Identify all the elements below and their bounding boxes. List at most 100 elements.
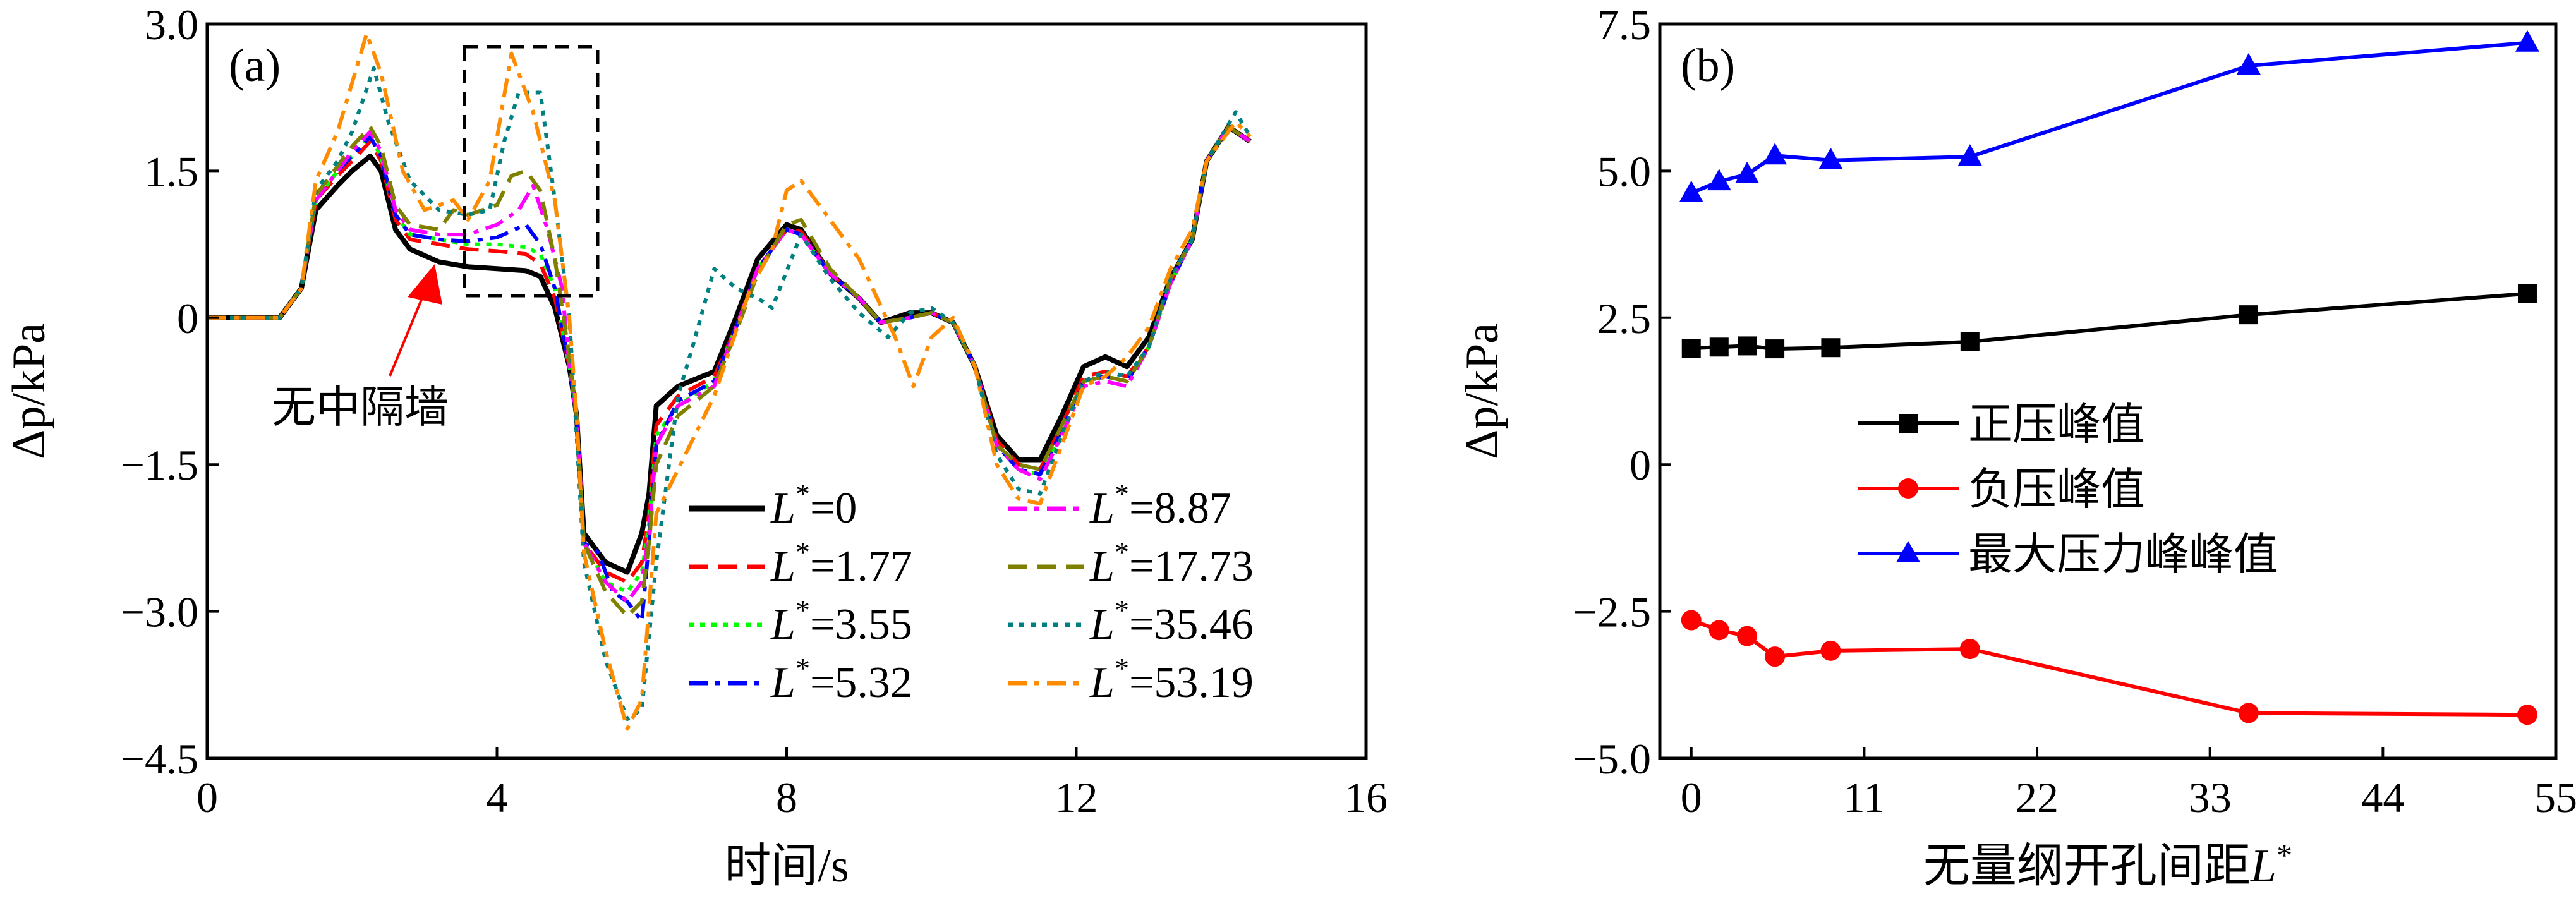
legend-value: =5.32 [810, 658, 912, 707]
y-tick-label: −4.5 [121, 735, 198, 783]
data-point-circle [1820, 640, 1841, 661]
data-point-square [2517, 284, 2537, 303]
data-point-circle [1708, 620, 1729, 641]
legend-sup: * [1115, 536, 1129, 568]
x-tick-label: 0 [1681, 773, 1702, 821]
x-tick-label: 12 [1055, 773, 1098, 821]
legend-sup: * [795, 478, 810, 510]
data-point-square [1709, 337, 1729, 357]
b-ticks: 0 11 22 33 44 55 −5.0 −2.5 0 2.5 5.0 7.5 [1573, 1, 2576, 821]
legend-label: 最大压力峰峰值 [1968, 531, 2278, 579]
series-line-8-87 [207, 124, 1252, 604]
y-tick-label: 1.5 [145, 147, 198, 195]
b-ylabel: Δp/kPa [1456, 323, 1508, 459]
legend-sup: * [795, 652, 810, 684]
panel-a: 0 4 8 12 16 −4.5 −3.0 −1.5 0 1.5 3.0 (a) 时间/s Δp/k… [3, 1, 1388, 892]
legend-label: L*=53.19 [1089, 652, 1254, 707]
b-xlabel-var: L [2250, 840, 2277, 892]
x-tick-label: 8 [776, 773, 797, 821]
legend-value: =3.55 [810, 600, 912, 649]
data-point-triangle [1957, 144, 1982, 166]
legend-value: =35.46 [1129, 600, 1254, 649]
legend-label: L*=35.46 [1089, 594, 1254, 649]
b-panel-label: (b) [1681, 40, 1735, 92]
legend-value: =0 [810, 484, 857, 533]
a-panel-label: (a) [229, 40, 281, 92]
legend-var: L [770, 658, 795, 707]
data-point-circle [1898, 478, 1918, 499]
legend-value: =17.73 [1129, 542, 1254, 591]
data-point-triangle [2515, 30, 2539, 52]
legend-sup: * [795, 594, 810, 626]
data-point-triangle [1707, 169, 1731, 191]
legend-value: =53.19 [1129, 658, 1254, 707]
a-xlabel: 时间/s [724, 840, 849, 892]
x-tick-label: 16 [1345, 773, 1388, 821]
a-series-group [207, 32, 1252, 731]
series-line-0 [207, 124, 1252, 575]
data-point-circle [1681, 610, 1702, 631]
b-axes-frame [1658, 22, 2558, 760]
legend-sup: * [1115, 594, 1129, 626]
legend-var: L [770, 542, 795, 591]
legend-label: L*=0 [770, 478, 857, 533]
series-line [1690, 618, 2528, 717]
y-tick-label: −3.0 [121, 588, 198, 636]
legend-sup: * [1115, 652, 1129, 684]
x-tick-label: 0 [197, 773, 218, 821]
x-tick-label: 33 [2189, 773, 2232, 821]
legend-label: L*=17.73 [1089, 536, 1254, 591]
b-xlabel: 无量纲开孔间距L* [1923, 837, 2292, 892]
b-xlabel-sup: * [2277, 837, 2292, 873]
data-point-triangle [1896, 541, 1920, 562]
data-point-square [1899, 414, 1918, 433]
a-legend: L*=0L*=1.77L*=3.55L*=5.32L*=8.87L*=17.73… [689, 478, 1254, 707]
legend-value: =1.77 [810, 542, 912, 591]
x-tick-label: 11 [1844, 773, 1885, 821]
legend-label: L*=5.32 [770, 652, 912, 707]
data-point-circle [2517, 705, 2537, 725]
series-line [1690, 40, 2528, 195]
legend-label: 正压峰值 [1968, 401, 2145, 449]
y-tick-label: 3.0 [145, 1, 198, 49]
x-tick-label: 44 [2361, 773, 2404, 821]
y-tick-label: −2.5 [1573, 588, 1651, 636]
b-series-group [1679, 30, 2539, 725]
series-line-35-46 [207, 66, 1252, 721]
data-point-circle [1765, 646, 1786, 667]
annotation-text: 无中隔墙 [272, 384, 449, 432]
x-tick-label: 55 [2534, 773, 2576, 821]
data-point-triangle [1679, 180, 1703, 202]
legend-var: L [770, 600, 795, 649]
legend-sup: * [1115, 478, 1129, 510]
y-tick-label: 0 [1630, 441, 1651, 489]
data-point-square [1765, 339, 1785, 359]
series-line-53-19 [207, 32, 1252, 731]
b-xlabel-text: 无量纲开孔间距 [1923, 840, 2251, 892]
legend-var: L [1089, 658, 1115, 707]
data-point-square [2239, 305, 2258, 325]
data-point-square [1738, 336, 1757, 356]
data-point-square [1821, 338, 1841, 358]
annotation-arrow-shaft [389, 287, 428, 377]
y-tick-label: 5.0 [1597, 147, 1651, 195]
legend-label: L*=1.77 [770, 536, 912, 591]
a-ylabel: Δp/kPa [3, 323, 55, 459]
y-tick-label: 7.5 [1597, 1, 1651, 49]
legend-sup: * [795, 536, 810, 568]
data-point-triangle [2236, 53, 2261, 75]
annotation-arrow-head [408, 264, 442, 305]
a-dashed-box [463, 45, 600, 298]
series-line-17-73 [207, 124, 1252, 619]
data-point-triangle [1735, 161, 1760, 183]
x-tick-label: 4 [487, 773, 508, 821]
y-tick-label: 2.5 [1597, 294, 1651, 342]
legend-var: L [1089, 542, 1115, 591]
legend-label: L*=8.87 [1089, 478, 1231, 533]
a-ticks: 0 4 8 12 16 −4.5 −3.0 −1.5 0 1.5 3.0 [121, 1, 1388, 821]
data-point-triangle [1763, 143, 1787, 165]
y-tick-label: −5.0 [1573, 735, 1651, 783]
legend-value: =8.87 [1129, 484, 1231, 533]
